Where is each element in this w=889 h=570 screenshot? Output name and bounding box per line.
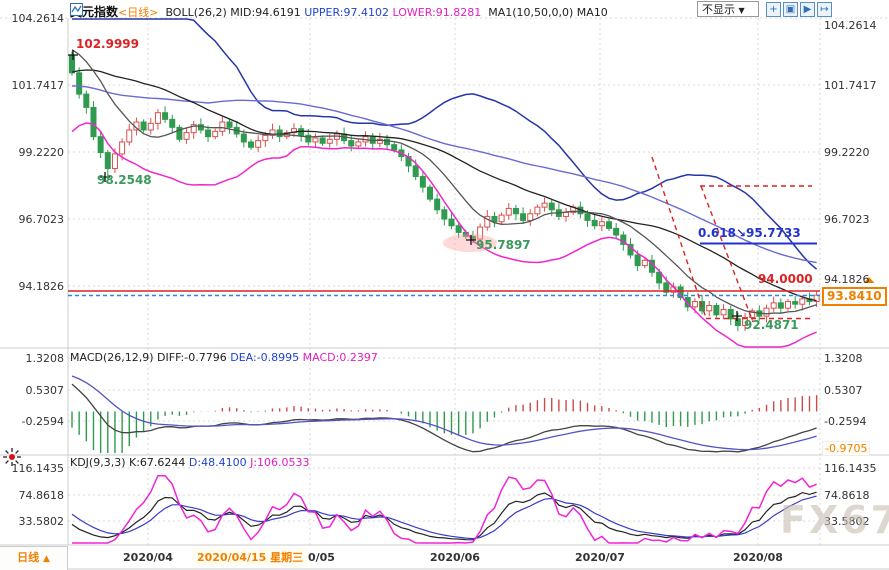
anchor-cross-markers <box>68 50 742 321</box>
price-axis-label: 99.2220 <box>18 146 65 159</box>
chart-header: 美元指数<日线> BOLL(26,2) MID:94.6191 UPPER:97… <box>70 3 608 20</box>
price-axis-label: 101.7417 <box>11 79 65 92</box>
jump-to-end-button[interactable]: ↦ <box>817 2 832 17</box>
kdj-axis-label: 33.5802 <box>18 515 65 528</box>
kdj-label[interactable]: KDJ(9,3,3) <box>70 456 126 469</box>
kdj-axis-label: 116.1435 <box>824 462 877 475</box>
price-axis-label: 94.1826 <box>18 280 65 293</box>
candlesticks <box>69 51 820 332</box>
display-mode-dropdown[interactable]: 不显示 ▼ <box>697 1 759 17</box>
macd-axis-label: -0.2594 <box>824 415 867 428</box>
ma10-line <box>71 49 817 315</box>
ma-label[interactable]: MA1(10,50,0,0) <box>488 6 574 19</box>
macd-hist-value: MACD:0.2397 <box>302 351 378 364</box>
macd-dea-value: DEA:-0.8995 <box>230 351 300 364</box>
kdj-axis-label: 116.1435 <box>11 462 65 475</box>
price-axis-label: 104.2614 <box>11 12 65 25</box>
price-axis-label: 99.2220 <box>824 146 870 159</box>
boll-upper-line <box>72 18 818 270</box>
kdj-j-value: J:106.0533 <box>250 456 310 469</box>
kdj-j-line <box>72 474 817 544</box>
price-axis-label: 104.2614 <box>824 19 877 32</box>
macd-axis-label: 1.3208 <box>25 352 65 365</box>
period-selector[interactable]: 日线 ▲ <box>0 546 68 570</box>
boll-mid-line <box>71 69 817 302</box>
trend-channel-dashed[interactable] <box>651 156 812 323</box>
pan-crosshair-button[interactable]: + <box>766 2 781 17</box>
drawn-annotations <box>68 50 875 323</box>
boll-lower-value: LOWER:91.8281 <box>392 6 482 19</box>
triangle-up-icon: ▲ <box>42 554 50 564</box>
date-axis-label: 2020/07 <box>575 551 625 564</box>
kdj-d-line <box>71 495 817 540</box>
period-label: 日线 <box>17 551 40 564</box>
kdj-axis-label: 74.8618 <box>18 489 65 502</box>
kdj-k-value: K:67.6244 <box>129 456 186 469</box>
watermark: FX678 <box>780 498 889 542</box>
macd-axis-label: 1.3208 <box>824 352 863 365</box>
swing-low-label: 95.7897 <box>476 238 531 252</box>
macd-axis-label: -0.2594 <box>21 415 64 428</box>
swing-low-label: 98.2548 <box>97 173 152 187</box>
macd-dea-line <box>71 375 817 451</box>
round-level-label: 94.0000 <box>758 272 813 286</box>
selected-date-highlight: 2020/04/15 星期三 <box>192 548 309 566</box>
macd-axis-label: 0.5307 <box>824 384 863 397</box>
zoom-frame-icon: ▣ <box>785 4 796 15</box>
gridlines <box>0 17 889 545</box>
price-axis-label: 94.1826 <box>824 273 870 286</box>
macd-current-value-box: -0.9705 <box>822 441 871 456</box>
ma50-line <box>71 85 817 264</box>
highlight-ellipse <box>443 234 497 252</box>
fib-618-label: 0.618↘95.7733 <box>698 226 801 240</box>
crosshair-icon: + <box>769 4 778 15</box>
period-tag: <日线> <box>118 6 159 19</box>
kdj-axis-label: 74.8618 <box>824 489 870 502</box>
dropdown-label: 不显示 <box>702 3 735 16</box>
macd-panel-header: MACD(26,12,9) DIFF:-0.7796 DEA:-0.8995 M… <box>70 351 378 364</box>
boll-upper-value: UPPER:97.4102 <box>304 6 389 19</box>
kdj-d-value: D:48.4100 <box>188 456 247 469</box>
macd-diff-value: DIFF:-0.7796 <box>157 351 227 364</box>
price-marker-triangle-icon <box>863 277 875 283</box>
zoom-frame-button[interactable]: ▣ <box>783 2 798 17</box>
macd-histogram <box>71 395 818 453</box>
kdj-axis-label: 33.5802 <box>824 515 870 528</box>
step-forward-button[interactable]: ▶ <box>800 2 815 17</box>
kdj-panel-header: KDJ(9,3,3) K:67.6244 D:48.4100 J:106.053… <box>70 456 310 469</box>
ma10-label: MA10 <box>576 6 608 19</box>
boll-mid-value: MID:94.6191 <box>230 6 301 19</box>
kdj-k-line <box>71 491 817 541</box>
play-icon: ▶ <box>803 4 812 15</box>
panel-borders <box>0 18 889 570</box>
swing-low-label: 92.4871 <box>744 318 799 332</box>
swing-high-label: 102.9999 <box>76 37 140 51</box>
price-axis-label: 96.7023 <box>18 213 65 226</box>
date-axis-label: 2020/08 <box>733 551 783 564</box>
date-axis-label: 2020/06 <box>430 551 480 564</box>
boll-label[interactable]: BOLL(26,2) <box>165 6 227 19</box>
date-axis-label: 2020/04 <box>123 551 173 564</box>
boll-lower-line <box>71 122 817 348</box>
macd-label[interactable]: MACD(26,12,9) <box>70 351 154 364</box>
chart-series <box>69 18 820 544</box>
macd-axis-label: 0.5307 <box>25 384 65 397</box>
price-axis-label: 96.7023 <box>824 213 870 226</box>
chevron-down-icon: ▼ <box>738 6 745 15</box>
jump-end-icon: ↦ <box>820 4 829 15</box>
current-price-box: 93.8410 <box>822 287 887 306</box>
price-axis-label: 101.7417 <box>824 79 877 92</box>
